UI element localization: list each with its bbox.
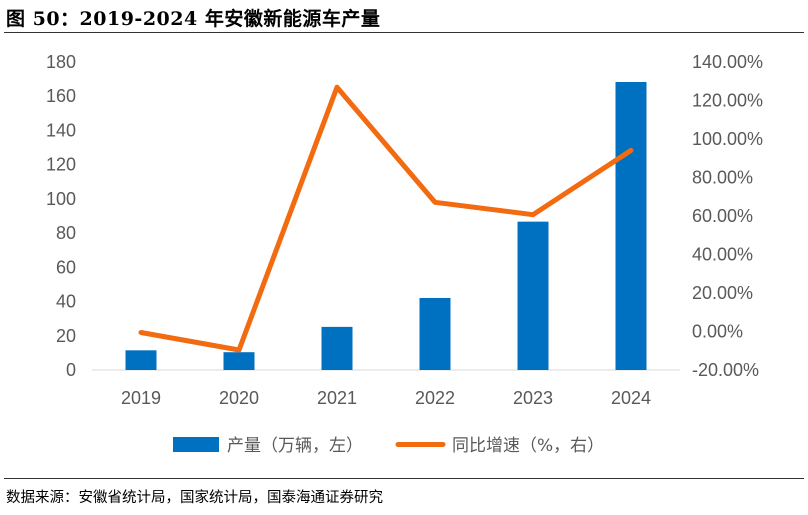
bar-2019 (125, 350, 157, 370)
bar-2023 (517, 221, 549, 370)
x-tick-label: 2024 (611, 388, 651, 408)
right-tick-label: -20.00% (692, 360, 759, 380)
right-tick-label: 60.00% (692, 206, 753, 226)
left-tick-label: 40 (56, 292, 76, 312)
left-tick-label: 160 (46, 86, 76, 106)
x-axis: 2019 2020 2021 2022 2023 2024 (121, 388, 651, 408)
left-tick-label: 20 (56, 326, 76, 346)
left-tick-label: 0 (66, 360, 76, 380)
x-tick-label: 2020 (219, 388, 259, 408)
right-tick-label: 0.00% (692, 322, 743, 342)
figure-title: 图 50：2019-2024 年安徽新能源车产量 (6, 8, 381, 30)
right-tick-label: 100.00% (692, 129, 763, 149)
title-rule (4, 32, 804, 33)
legend: 产量（万辆，左） 同比增速（%，右） (173, 436, 604, 456)
left-tick-label: 120 (46, 155, 76, 175)
left-tick-label: 80 (56, 223, 76, 243)
right-axis: -20.00% 0.00% 20.00% 40.00% 60.00% 80.00% 100.… (692, 52, 763, 380)
right-tick-label: 80.00% (692, 168, 753, 188)
source-note: 数据来源：安徽省统计局，国家统计局，国泰海通证券研究 (6, 490, 383, 506)
right-tick-label: 40.00% (692, 245, 753, 265)
bar-series (125, 82, 647, 371)
bar-2022 (419, 297, 451, 370)
x-tick-label: 2019 (121, 388, 161, 408)
right-tick-label: 140.00% (692, 52, 763, 72)
legend-line-label: 同比增速（%，右） (452, 436, 604, 456)
left-tick-label: 60 (56, 257, 76, 277)
left-tick-label: 140 (46, 120, 76, 140)
bar-2024 (615, 82, 647, 371)
right-tick-label: 20.00% (692, 283, 753, 303)
left-axis: 0 20 40 60 80 100 120 140 160 180 (46, 52, 76, 380)
x-tick-label: 2022 (415, 388, 455, 408)
growth-line (138, 84, 634, 353)
legend-bar-swatch (173, 437, 219, 452)
left-tick-label: 100 (46, 189, 76, 209)
legend-bar-label: 产量（万辆，左） (227, 436, 363, 456)
x-tick-label: 2023 (513, 388, 553, 408)
right-tick-label: 120.00% (692, 91, 763, 111)
chart: 0 20 40 60 80 100 120 140 160 180 -20.00% 0.00% 20.… (46, 52, 763, 456)
left-tick-label: 180 (46, 52, 76, 72)
x-tick-label: 2021 (317, 388, 357, 408)
source-rule (4, 478, 804, 479)
bar-2020 (223, 352, 255, 370)
bar-2021 (321, 326, 353, 370)
